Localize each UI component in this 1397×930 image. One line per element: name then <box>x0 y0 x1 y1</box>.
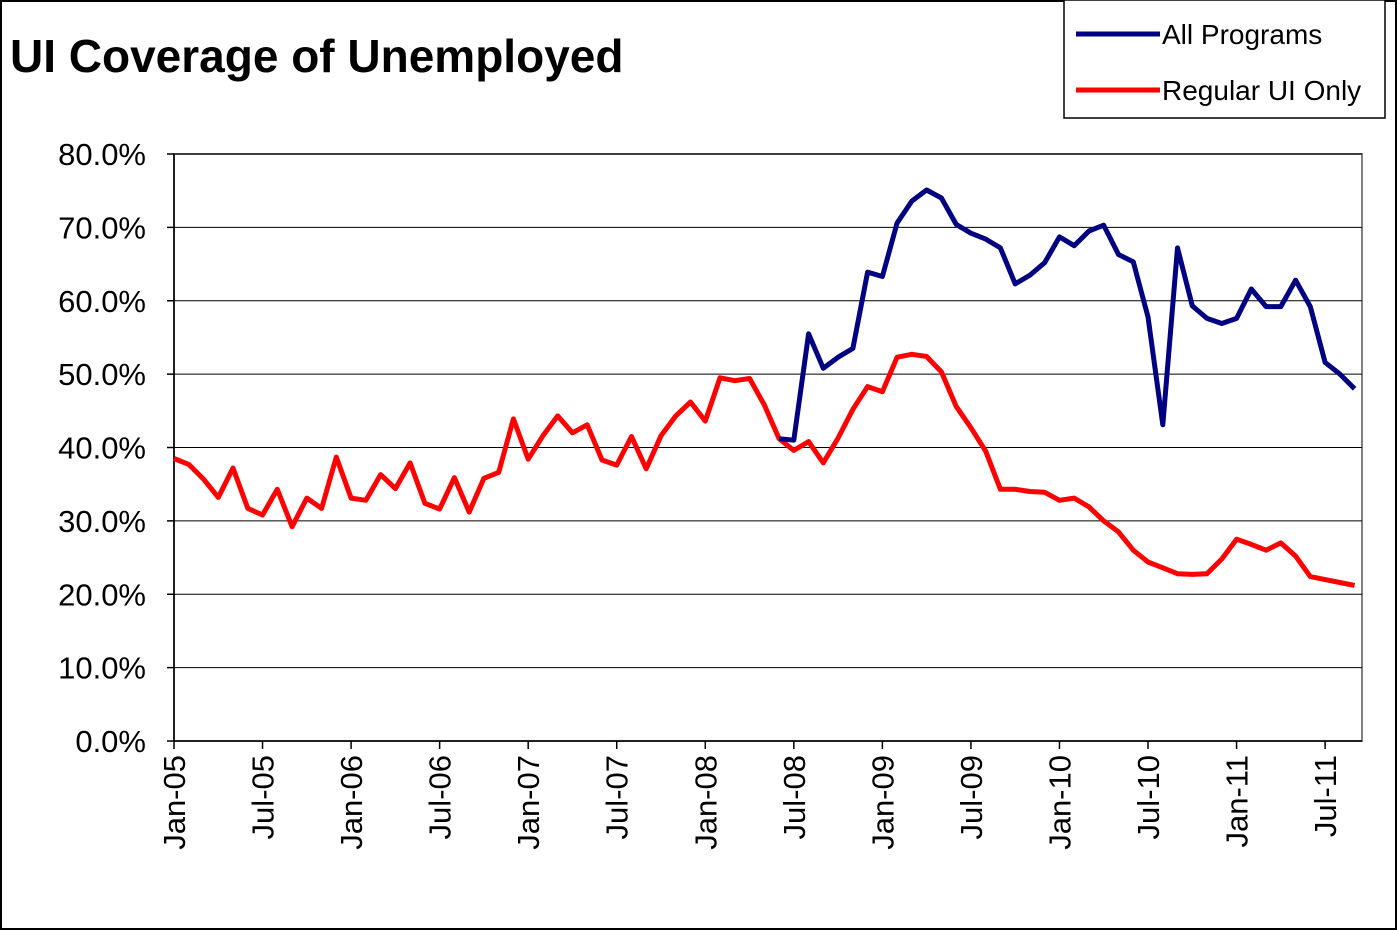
legend-box <box>1063 0 1386 119</box>
x-tick-label: Jan-10 <box>1042 755 1077 850</box>
y-tick-label: 0.0% <box>75 724 146 759</box>
x-tick-label: Jul-10 <box>1131 755 1166 839</box>
y-tick-label: 50.0% <box>58 357 146 392</box>
x-tick-label: Jan-06 <box>334 755 369 850</box>
x-tick-label: Jan-08 <box>688 755 723 850</box>
x-tick-label: Jan-11 <box>1220 755 1255 848</box>
y-tick-label: 20.0% <box>58 577 146 612</box>
x-tick-label: Jan-09 <box>865 755 900 850</box>
y-tick-label: 70.0% <box>58 210 146 245</box>
y-tick-label: 10.0% <box>58 651 146 686</box>
x-tick-label: Jul-09 <box>954 755 989 839</box>
x-tick-label: Jul-11 <box>1308 755 1343 837</box>
y-tick-label: 40.0% <box>58 431 146 466</box>
chart-title: UI Coverage of Unemployed <box>10 30 623 82</box>
series-line <box>173 351 1356 588</box>
legend-label: Regular UI Only <box>1162 75 1361 106</box>
y-tick-label: 80.0% <box>58 137 146 172</box>
series-line <box>778 187 1357 443</box>
x-tick-label: Jan-05 <box>157 755 192 850</box>
x-tick-label: Jul-08 <box>777 755 812 839</box>
legend-label: All Programs <box>1162 19 1322 50</box>
x-tick-label: Jul-06 <box>423 755 458 839</box>
y-tick-label: 30.0% <box>58 504 146 539</box>
x-tick-label: Jan-07 <box>511 755 546 850</box>
y-tick-label: 60.0% <box>58 284 146 319</box>
x-tick-label: Jul-05 <box>246 755 281 839</box>
x-tick-label: Jul-07 <box>600 755 635 839</box>
